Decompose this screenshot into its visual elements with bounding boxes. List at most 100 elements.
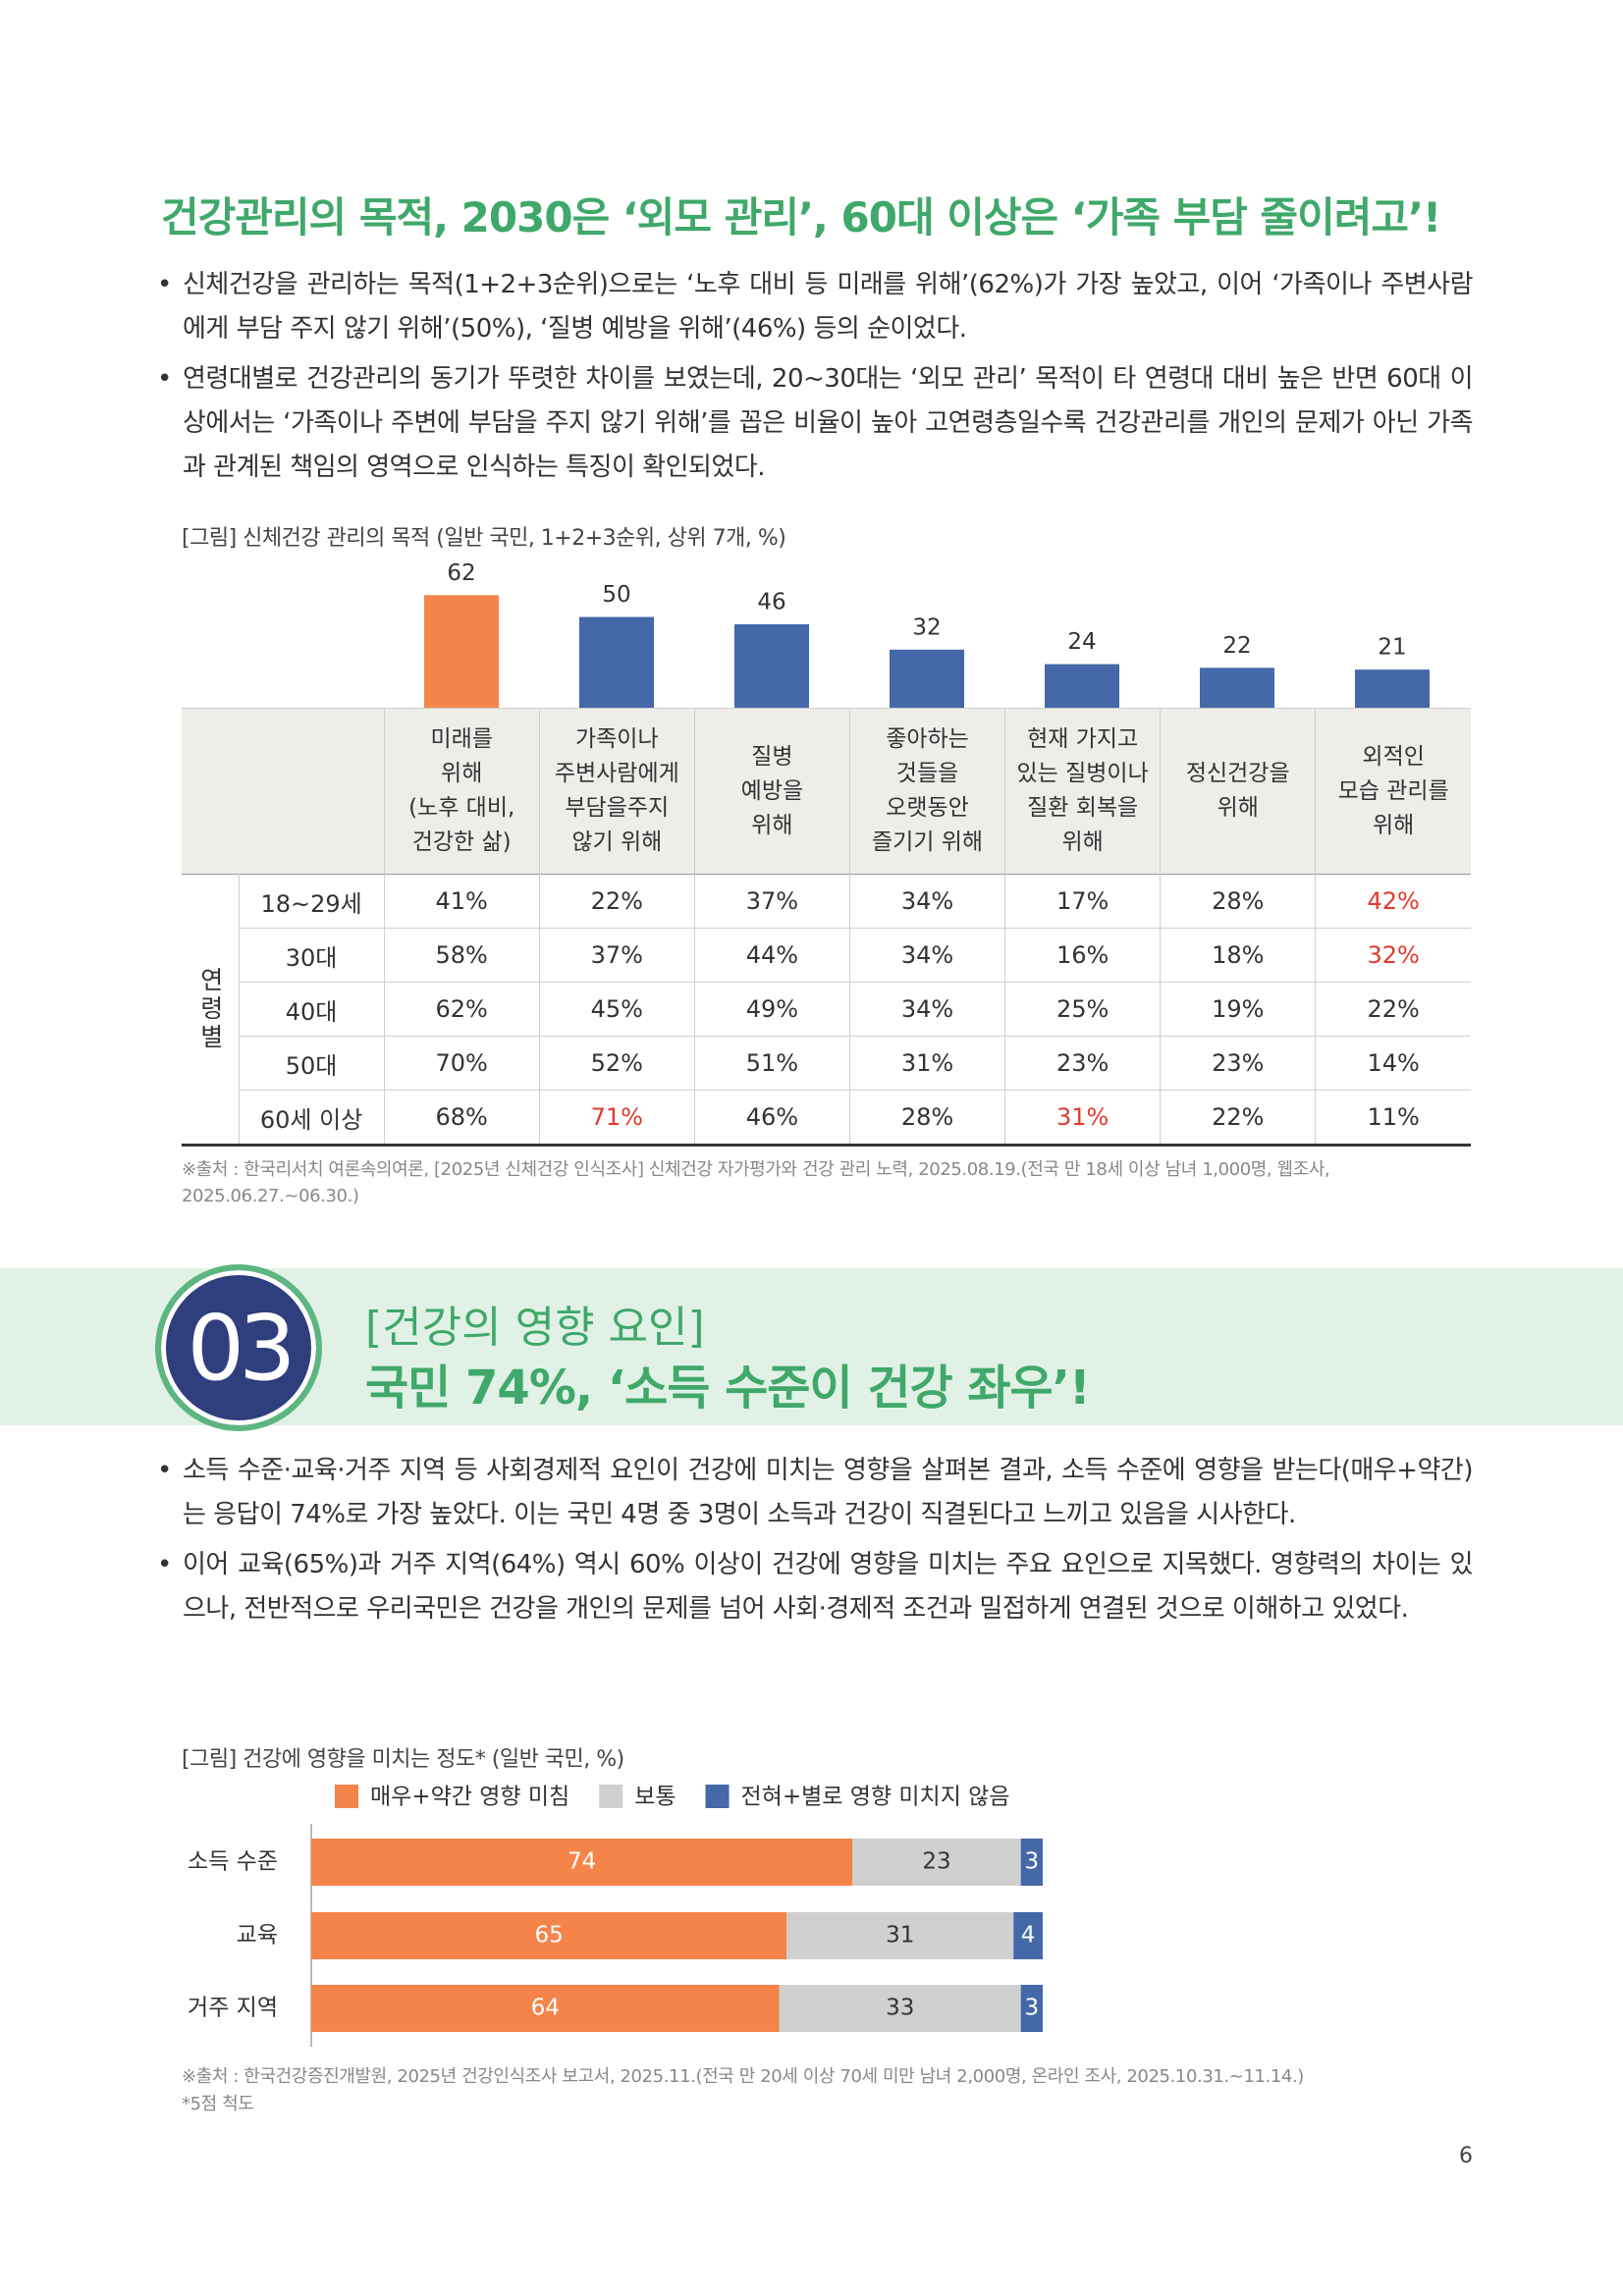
bullet: 이어 교육(65%)과 거주 지역(64%) 역시 60% 이상이 건강에 영향… [157,1543,1474,1631]
bullet: 신체건강을 관리하는 목적(1+2+3순위)으로는 ‘노후 대비 등 미래를 위… [157,263,1474,351]
bar [890,649,964,708]
column-header: 질병 예방을 위해 [693,708,850,875]
value-label: 65 [534,1923,563,1949]
row-label: 30대 [238,928,385,983]
table-cell: 23% [1004,1036,1161,1091]
table-row: 60세 이상 68% 71% 46% 28% 31% 22% 11% [182,1090,1471,1147]
column-header: 가족이나 주변사람에게 부담을주지 않기 위해 [538,708,695,875]
section-subtitle: [건강의 영향 요인] [365,1303,705,1353]
table-cell: 31% [1004,1090,1161,1147]
table-header: 미래를 위해 (노후 대비, 건강한 삶) 가족이나 주변사람에게 부담을주지 않… [182,708,1471,875]
bar [734,623,809,708]
legend-swatch [705,1785,730,1808]
legend-swatch [599,1785,623,1808]
section-headline: 국민 74%, ‘소득 수준이 건강 좌우’! [365,1361,1091,1415]
table-cell: 22% [1315,982,1471,1037]
table-cell: 37% [693,874,850,929]
source-note: *5점 척도 [182,2094,254,2114]
source-note: ※출처 : 한국리서치 여론속의여론, [2025년 신체건강 인식조사] 신체… [182,1159,1330,1206]
table-cell: 16% [1004,928,1161,983]
row-label: 18~29세 [238,874,385,929]
table-cell: 25% [1004,982,1161,1037]
bar [424,595,499,708]
page-number: 6 [1459,2144,1473,2168]
bar-segment [779,1985,1021,2032]
table-cell: 28% [848,1090,1005,1147]
table-cell: 62% [383,982,540,1037]
legend-label: 전혀+별로 영향 미치지 않음 [741,1785,1010,1810]
source-note: ※출처 : 한국건강증진개발원, 2025년 건강인식조사 보고서, 2025.… [182,2066,1304,2087]
bullet-list: 신체건강을 관리하는 목적(1+2+3순위)으로는 ‘노후 대비 등 미래를 위… [157,263,1474,496]
section-number: 03 [155,1264,322,1431]
data-table: 미래를 위해 (노후 대비, 건강한 삶) 가족이나 주변사람에게 부담을주지 않… [182,708,1471,1147]
table-cell: 34% [848,982,1005,1037]
table-row: 50대 70% 52% 51% 31% 23% 23% 14% [182,1036,1471,1091]
table-cell: 42% [1315,874,1471,929]
value-label: 62 [447,561,475,586]
page-title: 건강관리의 목적, 2030은 ‘외모 관리’, 60대 이상은 ‘가족 부담 … [161,193,1441,241]
bar-segment [311,1985,780,2032]
row-label: 60세 이상 [238,1090,385,1147]
row-label: 50대 [238,1036,385,1091]
legend-swatch [335,1785,358,1808]
table-cell: 19% [1160,982,1316,1037]
bar-segment [1020,1839,1043,1886]
table-cell: 17% [1004,874,1161,929]
bar [1200,667,1274,708]
value-label: 32 [912,614,941,640]
table-cell: 45% [538,982,695,1037]
table-cell: 68% [383,1090,540,1147]
table-cell: 49% [693,982,850,1037]
value-label: 22 [1222,633,1251,659]
column-header: 현재 가지고 있는 질병이나 질환 회복을 위해 [1004,708,1161,875]
value-label: 74 [568,1849,596,1875]
figure-caption: [그림] 건강에 영향을 미치는 정도* (일반 국민, %) [182,1747,624,1772]
table-cell: 31% [848,1036,1005,1091]
table-cell: 23% [1160,1036,1316,1091]
bar-segment [852,1839,1021,1886]
table-cell: 18% [1160,928,1316,983]
table-cell: 46% [693,1090,850,1147]
row-group-label: 연령별 [182,874,240,1147]
value-label: 33 [886,1996,914,2021]
bullet: 연령대별로 건강관리의 동기가 뚜렷한 차이를 보였는데, 20~30대는 ‘외… [157,357,1474,490]
table-cell: 14% [1315,1036,1471,1091]
table-cell: 52% [538,1036,695,1091]
bar-segment [311,1912,787,1959]
table-cell: 28% [1160,874,1316,929]
table-cell: 11% [1315,1090,1471,1147]
value-label: 50 [602,582,630,608]
value-label: 31 [886,1923,914,1949]
table-cell: 58% [383,928,540,983]
value-label: 24 [1067,629,1096,655]
figure-caption: [그림] 신체건강 관리의 목적 (일반 국민, 1+2+3순위, 상위 7개,… [182,526,786,551]
legend-label: 매우+약간 영향 미침 [370,1785,569,1810]
bar-segment [1020,1985,1043,2032]
value-label: 4 [1021,1923,1036,1949]
bar [579,616,654,708]
bar [1355,669,1430,708]
column-header: 미래를 위해 (노후 대비, 건강한 삶) [383,708,540,875]
table-row: 연령별 18~29세 41% 22% 37% 34% 17% 28% 42% [182,874,1471,1147]
category-label: 거주 지역 [188,1996,278,2021]
table-cell: 32% [1315,928,1471,983]
table-cell: 71% [538,1090,695,1147]
table-cell: 22% [538,874,695,929]
column-header: 정신건강을 위해 [1160,708,1316,875]
bullet-list: 소득 수준·교육·거주 지역 등 사회경제적 요인이 건강에 미치는 영향을 살… [157,1449,1474,1637]
table-cell: 70% [383,1036,540,1091]
header-blank [182,708,385,875]
table-cell: 37% [538,928,695,983]
table-cell: 34% [848,874,1005,929]
table-cell: 41% [383,874,540,929]
column-header: 좋아하는 것들을 오랫동안 즐기기 위해 [848,708,1005,875]
value-label: 46 [757,589,785,614]
table-cell: 51% [693,1036,850,1091]
value-label: 64 [531,1996,560,2021]
table-cell: 44% [693,928,850,983]
value-label: 23 [922,1849,950,1875]
category-label: 소득 수준 [188,1849,278,1875]
table-cell: 22% [1160,1090,1316,1147]
